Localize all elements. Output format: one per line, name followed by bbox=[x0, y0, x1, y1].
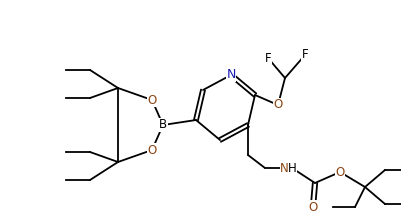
Text: F: F bbox=[265, 52, 271, 65]
Text: B: B bbox=[159, 119, 167, 131]
Text: N: N bbox=[226, 69, 236, 81]
Text: O: O bbox=[308, 200, 318, 214]
Text: H: H bbox=[288, 161, 296, 174]
Text: O: O bbox=[148, 93, 157, 107]
Text: N: N bbox=[279, 161, 288, 174]
Text: O: O bbox=[148, 143, 157, 157]
Text: F: F bbox=[302, 48, 308, 61]
Text: O: O bbox=[335, 165, 344, 178]
Text: O: O bbox=[273, 99, 283, 111]
